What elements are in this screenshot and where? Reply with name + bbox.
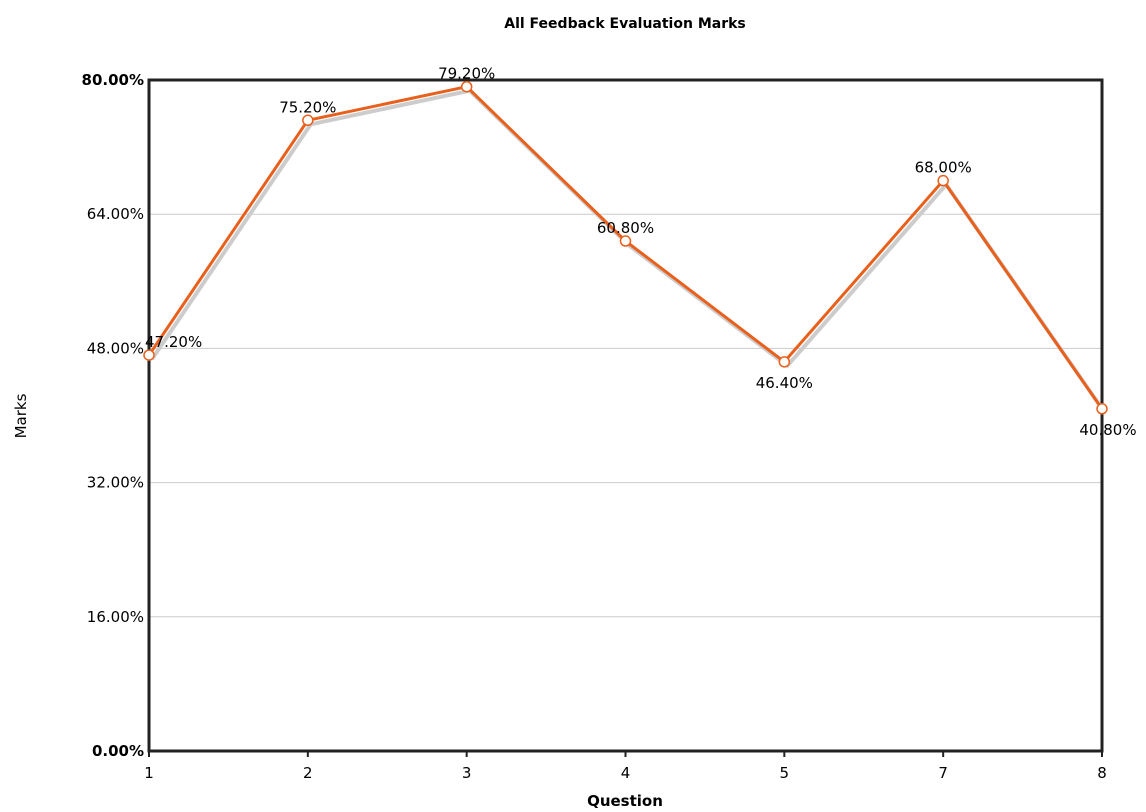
data-labels: 47.20% 75.20% 79.20% 60.80% 46.40% 68.00% 40.8… — [145, 65, 1137, 439]
data-point — [143, 349, 155, 361]
y-tick-label: 64.00% — [87, 205, 144, 223]
series-layer — [143, 80, 1108, 415]
y-axis-ticks: 0.00% 16.00% 32.00% 48.00% 64.00% 80.00% — [82, 71, 144, 760]
data-point — [619, 235, 632, 247]
x-axis-title: Question — [587, 792, 663, 810]
x-tick-label: 1 — [144, 764, 154, 782]
x-tick-label: 3 — [462, 764, 472, 782]
data-label: 75.20% — [279, 98, 336, 116]
data-label: 40.80% — [1079, 421, 1136, 439]
y-tick-label: 16.00% — [87, 608, 144, 626]
data-point — [778, 356, 791, 368]
x-axis-ticks: 1 2 3 4 5 7 8 — [144, 751, 1107, 782]
series-line — [147, 85, 1104, 410]
y-tick-label: 0.00% — [92, 742, 144, 760]
x-tick-label: 7 — [938, 764, 948, 782]
data-point — [302, 114, 314, 127]
data-label: 47.20% — [145, 333, 202, 351]
x-tick-label: 8 — [1097, 764, 1107, 782]
data-label: 60.80% — [597, 219, 654, 237]
data-label: 79.20% — [438, 65, 495, 83]
plot-frame — [147, 78, 1104, 753]
data-label: 68.00% — [915, 159, 972, 177]
y-axis-title: Marks — [12, 393, 30, 438]
data-point — [1096, 403, 1108, 415]
y-tick-label: 32.00% — [87, 474, 144, 492]
y-tick-label: 48.00% — [87, 339, 144, 357]
x-tick-label: 4 — [621, 764, 631, 782]
y-tick-label: 80.00% — [82, 71, 144, 89]
grid-lines — [149, 213, 1102, 618]
data-point — [937, 174, 949, 187]
chart-title: All Feedback Evaluation Marks — [504, 16, 746, 32]
data-label: 46.40% — [756, 374, 813, 392]
x-tick-label: 5 — [780, 764, 790, 782]
data-point — [460, 80, 473, 93]
x-tick-label: 2 — [303, 764, 313, 782]
